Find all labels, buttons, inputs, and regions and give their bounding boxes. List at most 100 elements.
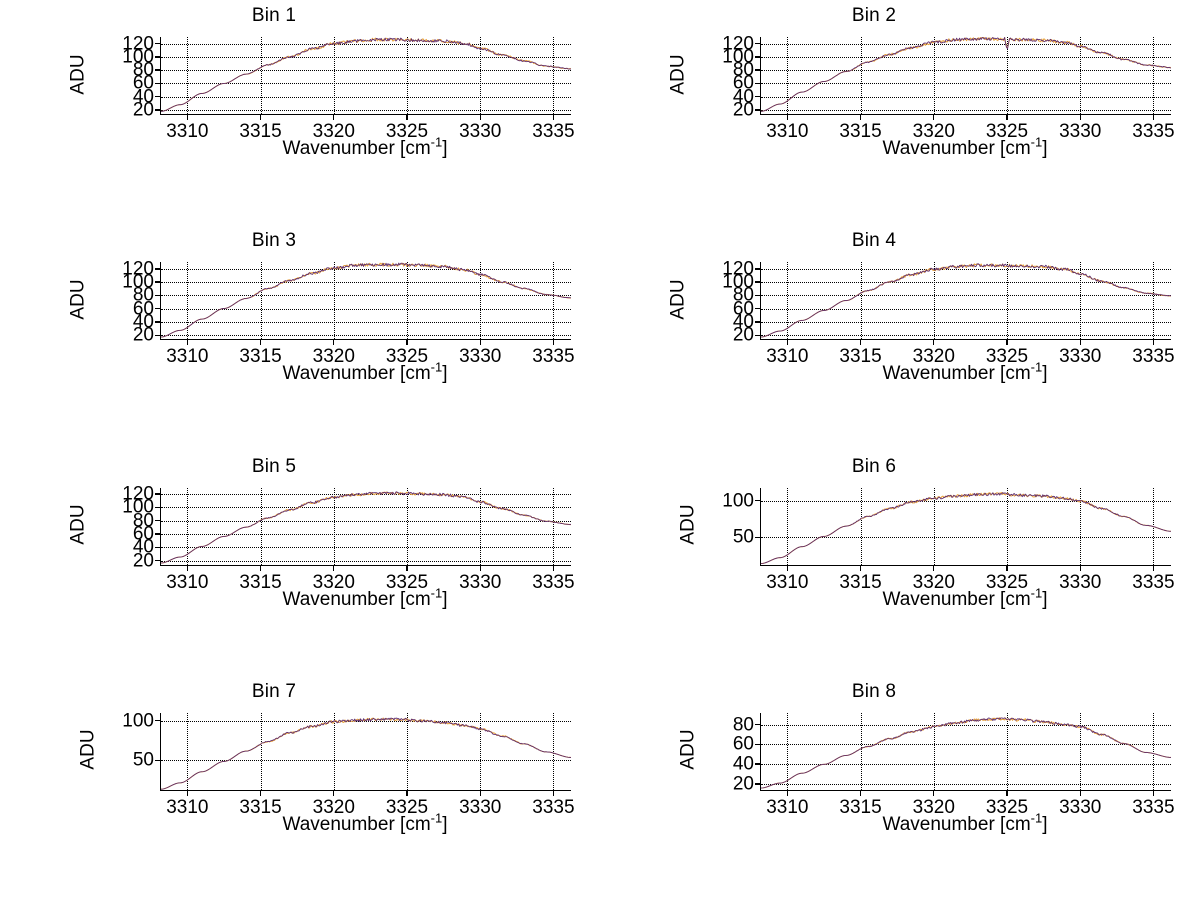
y-tick-label: 120	[122, 483, 154, 505]
plot-area	[761, 488, 1171, 565]
x-tick-mark	[1079, 564, 1081, 571]
subplot-title: Bin 6	[600, 457, 1200, 476]
x-tick-mark	[859, 564, 862, 571]
y-tick-label: 60	[732, 72, 754, 94]
x-tick-mark	[406, 339, 408, 346]
x-tick-mark	[786, 564, 789, 571]
y-tick-label: 40	[732, 86, 754, 108]
x-tick-label: 3320	[912, 121, 955, 142]
y-tick-mark	[755, 109, 761, 111]
x-tick-mark	[1152, 564, 1155, 571]
y-tick-mark	[755, 56, 761, 58]
x-tick-label: 3335	[1132, 796, 1175, 818]
y-tick-label: 40	[132, 311, 154, 333]
x-axis-label-exponent: -1	[430, 134, 443, 150]
y-tick-label: 80	[732, 284, 754, 306]
data-trace-trace-orange	[161, 718, 571, 789]
y-axis-label: ADU	[67, 279, 89, 320]
x-tick-label: 3330	[459, 796, 502, 818]
subplot-bin-7: Bin 7 50 100 3310 3315 3320 3325 3330 3335 Wavenu…	[0, 676, 600, 901]
x-tick-label: 3335	[1132, 346, 1175, 368]
x-axis-label: Wavenumber [cm-1]	[760, 136, 1170, 159]
y-tick-mark	[155, 294, 161, 297]
data-trace-trace-orange	[761, 492, 1171, 563]
x-tick-mark	[933, 114, 935, 120]
subplot-bin-6: Bin 6 50 100 3310 3315 3320 3325 3330 3335 Wavenu…	[600, 451, 1200, 676]
subplot-bin-5: Bin 5 20 40 60 80 100 120 3310 3315 3320 3325 3330 3…	[0, 451, 600, 676]
y-tick-label: 100	[722, 46, 754, 68]
x-axis-label-bracket: ]	[442, 363, 448, 385]
x-tick-mark	[1079, 789, 1081, 796]
x-tick-label: 3325	[985, 346, 1029, 368]
y-tick-mark	[155, 533, 161, 535]
y-tick-label: 50	[732, 526, 754, 548]
subplot-title-text: Bin 3	[251, 230, 297, 252]
x-tick-label: 3320	[912, 346, 955, 368]
x-tick-mark	[1006, 114, 1008, 120]
subplot-title: Bin 3	[0, 231, 600, 250]
x-axis-label: Wavenumber [cm-1]	[760, 586, 1170, 610]
plot-area	[161, 713, 571, 790]
data-trace-trace-purple	[161, 38, 571, 111]
x-tick-label: 3330	[1059, 121, 1102, 142]
x-tick-mark	[333, 789, 335, 796]
y-tick-mark	[155, 96, 161, 98]
x-tick-mark	[1152, 789, 1155, 796]
x-axis-label-bracket: ]	[442, 813, 448, 835]
x-tick-mark	[259, 564, 262, 571]
x-axis-label-text: Wavenumber [cm	[882, 138, 1031, 159]
x-tick-label: 3330	[459, 121, 502, 142]
x-axis-label-text: Wavenumber [cm	[882, 588, 1031, 610]
y-tick-mark	[155, 759, 161, 762]
axes-box: 20 40 60 80 100 120 3310 3315 3320 3325 3330 3335	[722, 259, 1174, 366]
x-tick-mark	[933, 789, 935, 796]
x-tick-label: 3325	[385, 121, 429, 142]
x-axis-label-exponent: -1	[1030, 585, 1043, 601]
x-tick-mark	[186, 114, 189, 120]
x-tick-label: 3320	[312, 571, 355, 593]
x-axis-label-text: Wavenumber [cm	[282, 588, 431, 610]
x-tick-label: 3315	[239, 346, 282, 368]
x-tick-mark	[333, 114, 335, 120]
data-trace-trace-orange	[161, 492, 571, 563]
x-axis-label-exponent: -1	[1030, 134, 1043, 150]
x-tick-label: 3315	[239, 796, 282, 818]
x-axis-label: Wavenumber [cm-1]	[760, 811, 1170, 833]
x-axis-label: Wavenumber [cm-1]	[160, 586, 570, 610]
x-tick-label: 3315	[839, 121, 882, 142]
x-tick-mark	[406, 564, 408, 571]
y-tick-mark	[155, 321, 161, 323]
y-tick-label: 120	[722, 33, 754, 55]
x-tick-mark	[333, 339, 335, 346]
y-tick-mark	[755, 82, 761, 85]
subplot-title: Bin 8	[600, 682, 1200, 701]
subplot-title: Bin 1	[0, 6, 600, 25]
data-trace-trace-purple	[761, 718, 1171, 788]
x-axis-label-text: Wavenumber [cm	[282, 813, 431, 835]
data-trace-trace-orange	[761, 37, 1171, 111]
x-axis-label: Wavenumber [cm-1]	[760, 361, 1170, 383]
subplot-bin-8: Bin 8 20 40 60 80 3310 3315 3320 3325 3330 3335 Wav…	[600, 676, 1200, 901]
data-trace-trace-purple	[161, 718, 571, 789]
y-tick-label: 80	[132, 59, 154, 81]
y-tick-mark	[755, 294, 761, 297]
x-axis-label-exponent: -1	[1030, 810, 1043, 826]
y-tick-mark	[155, 281, 161, 283]
x-tick-label: 3335	[532, 571, 575, 593]
data-trace-trace-purple	[761, 37, 1171, 111]
y-tick-mark	[755, 500, 761, 502]
x-tick-mark	[1152, 339, 1155, 346]
y-tick-label: 100	[122, 46, 154, 68]
x-axis-label-bracket: ]	[442, 138, 448, 159]
x-tick-mark	[786, 339, 789, 346]
subplot-title-text: Bin 6	[851, 455, 897, 477]
y-tick-mark	[755, 42, 761, 45]
y-tick-mark	[155, 546, 161, 548]
x-tick-label: 3315	[839, 571, 882, 593]
y-axis-label: ADU	[667, 53, 689, 95]
x-tick-mark	[406, 114, 408, 120]
x-axis-label-text: Wavenumber [cm	[282, 363, 431, 385]
plot-area	[161, 37, 571, 114]
x-tick-label: 3325	[985, 571, 1029, 593]
x-tick-mark	[1079, 114, 1081, 120]
